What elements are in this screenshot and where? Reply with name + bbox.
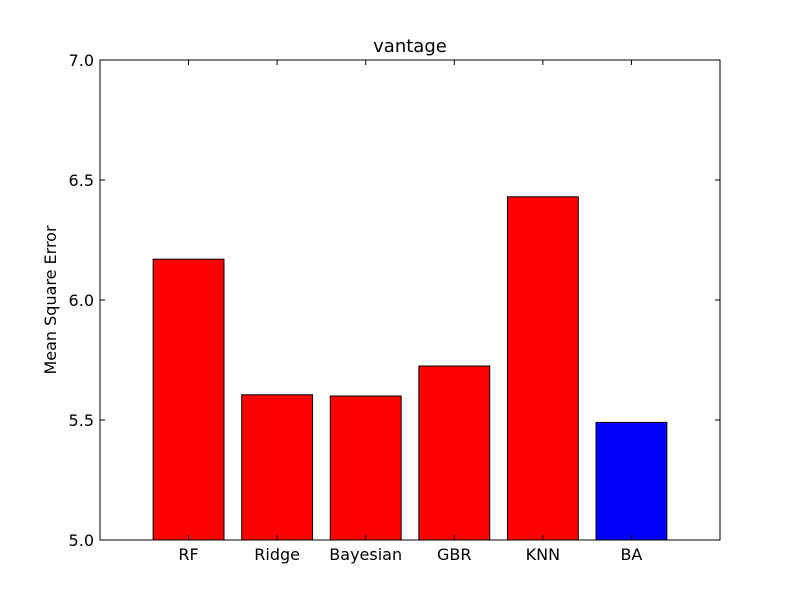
x-tick-label: Ridge bbox=[254, 545, 300, 564]
x-tick-label: BA bbox=[620, 545, 642, 564]
y-tick-label: 7.0 bbox=[69, 51, 94, 70]
bar-bayesian bbox=[329, 395, 402, 541]
y-tick-label: 5.0 bbox=[69, 531, 94, 550]
bars-group bbox=[152, 196, 668, 541]
y-tick-label: 6.5 bbox=[69, 171, 94, 190]
bar-ridge bbox=[241, 394, 314, 541]
x-tick-label: RF bbox=[178, 545, 198, 564]
chart-title: vantage bbox=[373, 36, 447, 57]
x-tick-label: GBR bbox=[437, 545, 472, 564]
x-tick-label: Bayesian bbox=[329, 545, 402, 564]
y-axis-label: Mean Square Error bbox=[41, 225, 60, 375]
x-tick-label: KNN bbox=[526, 545, 560, 564]
y-tick-label: 5.5 bbox=[69, 411, 94, 430]
axis-ticks-group: RF Ridge Bayesian GBR KNN BA 5.0 5.5 6.0 6.5 7.0 bbox=[69, 51, 720, 564]
y-tick-label: 6.0 bbox=[69, 291, 94, 310]
bar-rf bbox=[152, 258, 225, 541]
bar-gbr bbox=[418, 365, 491, 541]
bar-knn bbox=[506, 196, 579, 541]
bar-ba bbox=[595, 421, 668, 541]
